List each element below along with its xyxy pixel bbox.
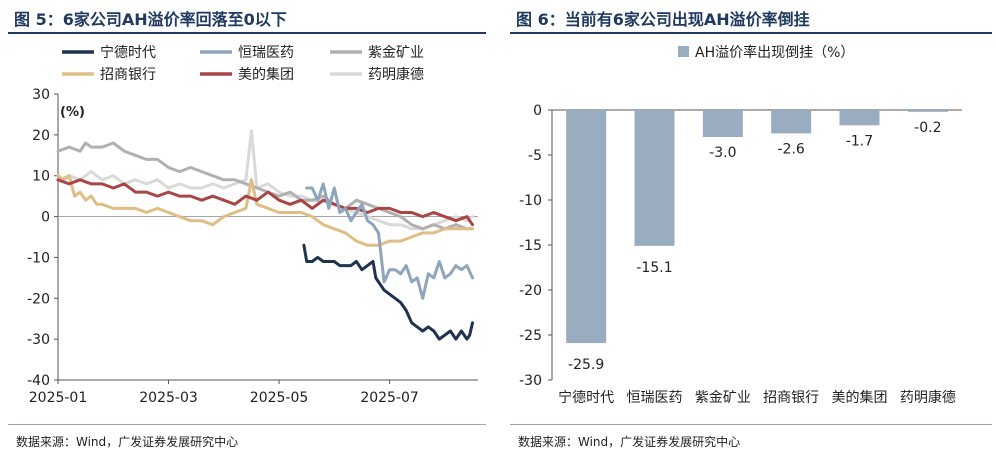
bar-e7b4abe98791e79fbfe4b89a	[702, 110, 743, 137]
left-figure-panel: 图 5：6家公司AH溢价率回落至0以下 30 20 10 0 -10 -20 -30 -40 (…	[0, 0, 490, 454]
x-tick-label: 2025-03	[139, 390, 198, 406]
series-line-e7b4abe98791e79fbfe4b89a	[56, 141, 474, 231]
y-tick-label: -40	[27, 373, 50, 389]
y-tick-label: -25	[519, 328, 542, 344]
y-tick-label: -10	[519, 193, 542, 209]
right-figure-panel: 图 6：当前有6家公司出现AH溢价率倒挂 0 -5 -10 -15 -20 -25 -30 A…	[502, 0, 996, 454]
y-tick-label: -20	[519, 283, 542, 299]
x-category-label: 恒瑞医药	[627, 390, 683, 406]
legend-swatch-bar	[678, 46, 689, 57]
left-figure-title: 图 5：6家公司AH溢价率回落至0以下	[14, 10, 287, 29]
series-line-e68b9be59586e993b6e8a18c	[56, 174, 474, 247]
y-tick-label: 0	[41, 210, 50, 226]
legend-label-e68b9be59586e993b6e8a18c: 招商银行	[100, 67, 156, 83]
series-line-e88dafe6988ee5bab7e5beb7	[56, 129, 474, 231]
legend-label-e68192e7919ee58cbbe88daf: 恒瑞医药	[238, 45, 294, 61]
bar-value-label: -2.6	[778, 141, 805, 157]
left-figure-title-bar: 图 5：6家公司AH溢价率回落至0以下	[8, 2, 486, 34]
bar-e68b9be59586e993b6e8a18c	[771, 110, 812, 134]
x-tick-label: 2025-05	[250, 390, 309, 406]
x-category-label: 紫金矿业	[695, 390, 751, 406]
y-tick-label: -5	[528, 148, 542, 164]
bar-e88dafe6988ee5bab7e5beb7	[907, 110, 948, 112]
x-tick-label: 2025-01	[29, 390, 88, 406]
y-tick-label: -15	[519, 238, 542, 254]
y-tick-label: -30	[27, 332, 50, 348]
bar-e68192e7919ee58cbbe88daf	[634, 110, 675, 246]
y-tick-label: 30	[32, 87, 50, 103]
legend-label-e5ae81e5beb7e697b6e4bba3: 宁德时代	[100, 44, 156, 61]
line-chart: 30 20 10 0 -10 -20 -30 -40 (%) 2025-01 2025-03 2025…	[27, 44, 478, 406]
right-figure-source: 数据来源：Wind，广发证券发展研究中心	[518, 435, 741, 449]
x-tick-label: 2025-07	[360, 390, 419, 406]
left-figure-footer: 数据来源：Wind，广发证券发展研究中心	[8, 424, 486, 453]
right-figure-title-bar: 图 6：当前有6家公司出现AH溢价率倒挂	[510, 2, 992, 34]
x-category-label: 招商银行	[763, 390, 819, 406]
y-tick-label: -20	[27, 291, 50, 307]
legend-label-e7be8ee79a84e99b86e59ba2: 美的集团	[238, 66, 294, 83]
bar-value-label: -15.1	[636, 260, 672, 276]
y-tick-label: -30	[519, 373, 542, 389]
y-tick-label: -10	[27, 250, 50, 266]
right-figure-title: 图 6：当前有6家公司出现AH溢价率倒挂	[516, 10, 810, 29]
series-line-e7be8ee79a84e99b86e59ba2	[56, 178, 474, 227]
legend-label-bar: AH溢价率出现倒挂（%）	[695, 44, 854, 61]
y-tick-label: 0	[533, 103, 542, 119]
x-category-label: 宁德时代	[558, 389, 614, 406]
x-category-label: 药明康德	[900, 389, 956, 406]
right-figure-footer: 数据来源：Wind，广发证券发展研究中心	[510, 424, 992, 453]
y-tick-label: 10	[32, 169, 50, 185]
bar-value-label: -0.2	[914, 120, 941, 136]
x-category-label: 美的集团	[832, 389, 888, 406]
legend-label-e88dafe6988ee5bab7e5beb7: 药明康德	[368, 66, 424, 83]
bar-e7be8ee79a84e99b86e59ba2	[839, 110, 880, 126]
bar-value-label: -3.0	[709, 145, 736, 161]
left-figure-source: 数据来源：Wind，广发证券发展研究中心	[16, 435, 239, 449]
y-axis-unit-label: (%)	[60, 105, 85, 120]
legend-label-e7b4abe98791e79fbfe4b89a: 紫金矿业	[368, 45, 424, 61]
bar-value-label: -25.9	[568, 357, 604, 373]
bar-e5ae81e5beb7e697b6e4bba3	[566, 110, 607, 344]
bar-value-label: -1.7	[846, 133, 873, 149]
bar-chart: 0 -5 -10 -15 -20 -25 -30 AH溢价率出现倒挂（%） -25.9 宁德时代 -…	[519, 44, 962, 406]
series-line-e68192e7919ee58cbbe88daf	[305, 182, 474, 300]
series-line-e5ae81e5beb7e697b6e4bba3	[302, 243, 474, 341]
y-tick-label: 20	[32, 128, 50, 144]
